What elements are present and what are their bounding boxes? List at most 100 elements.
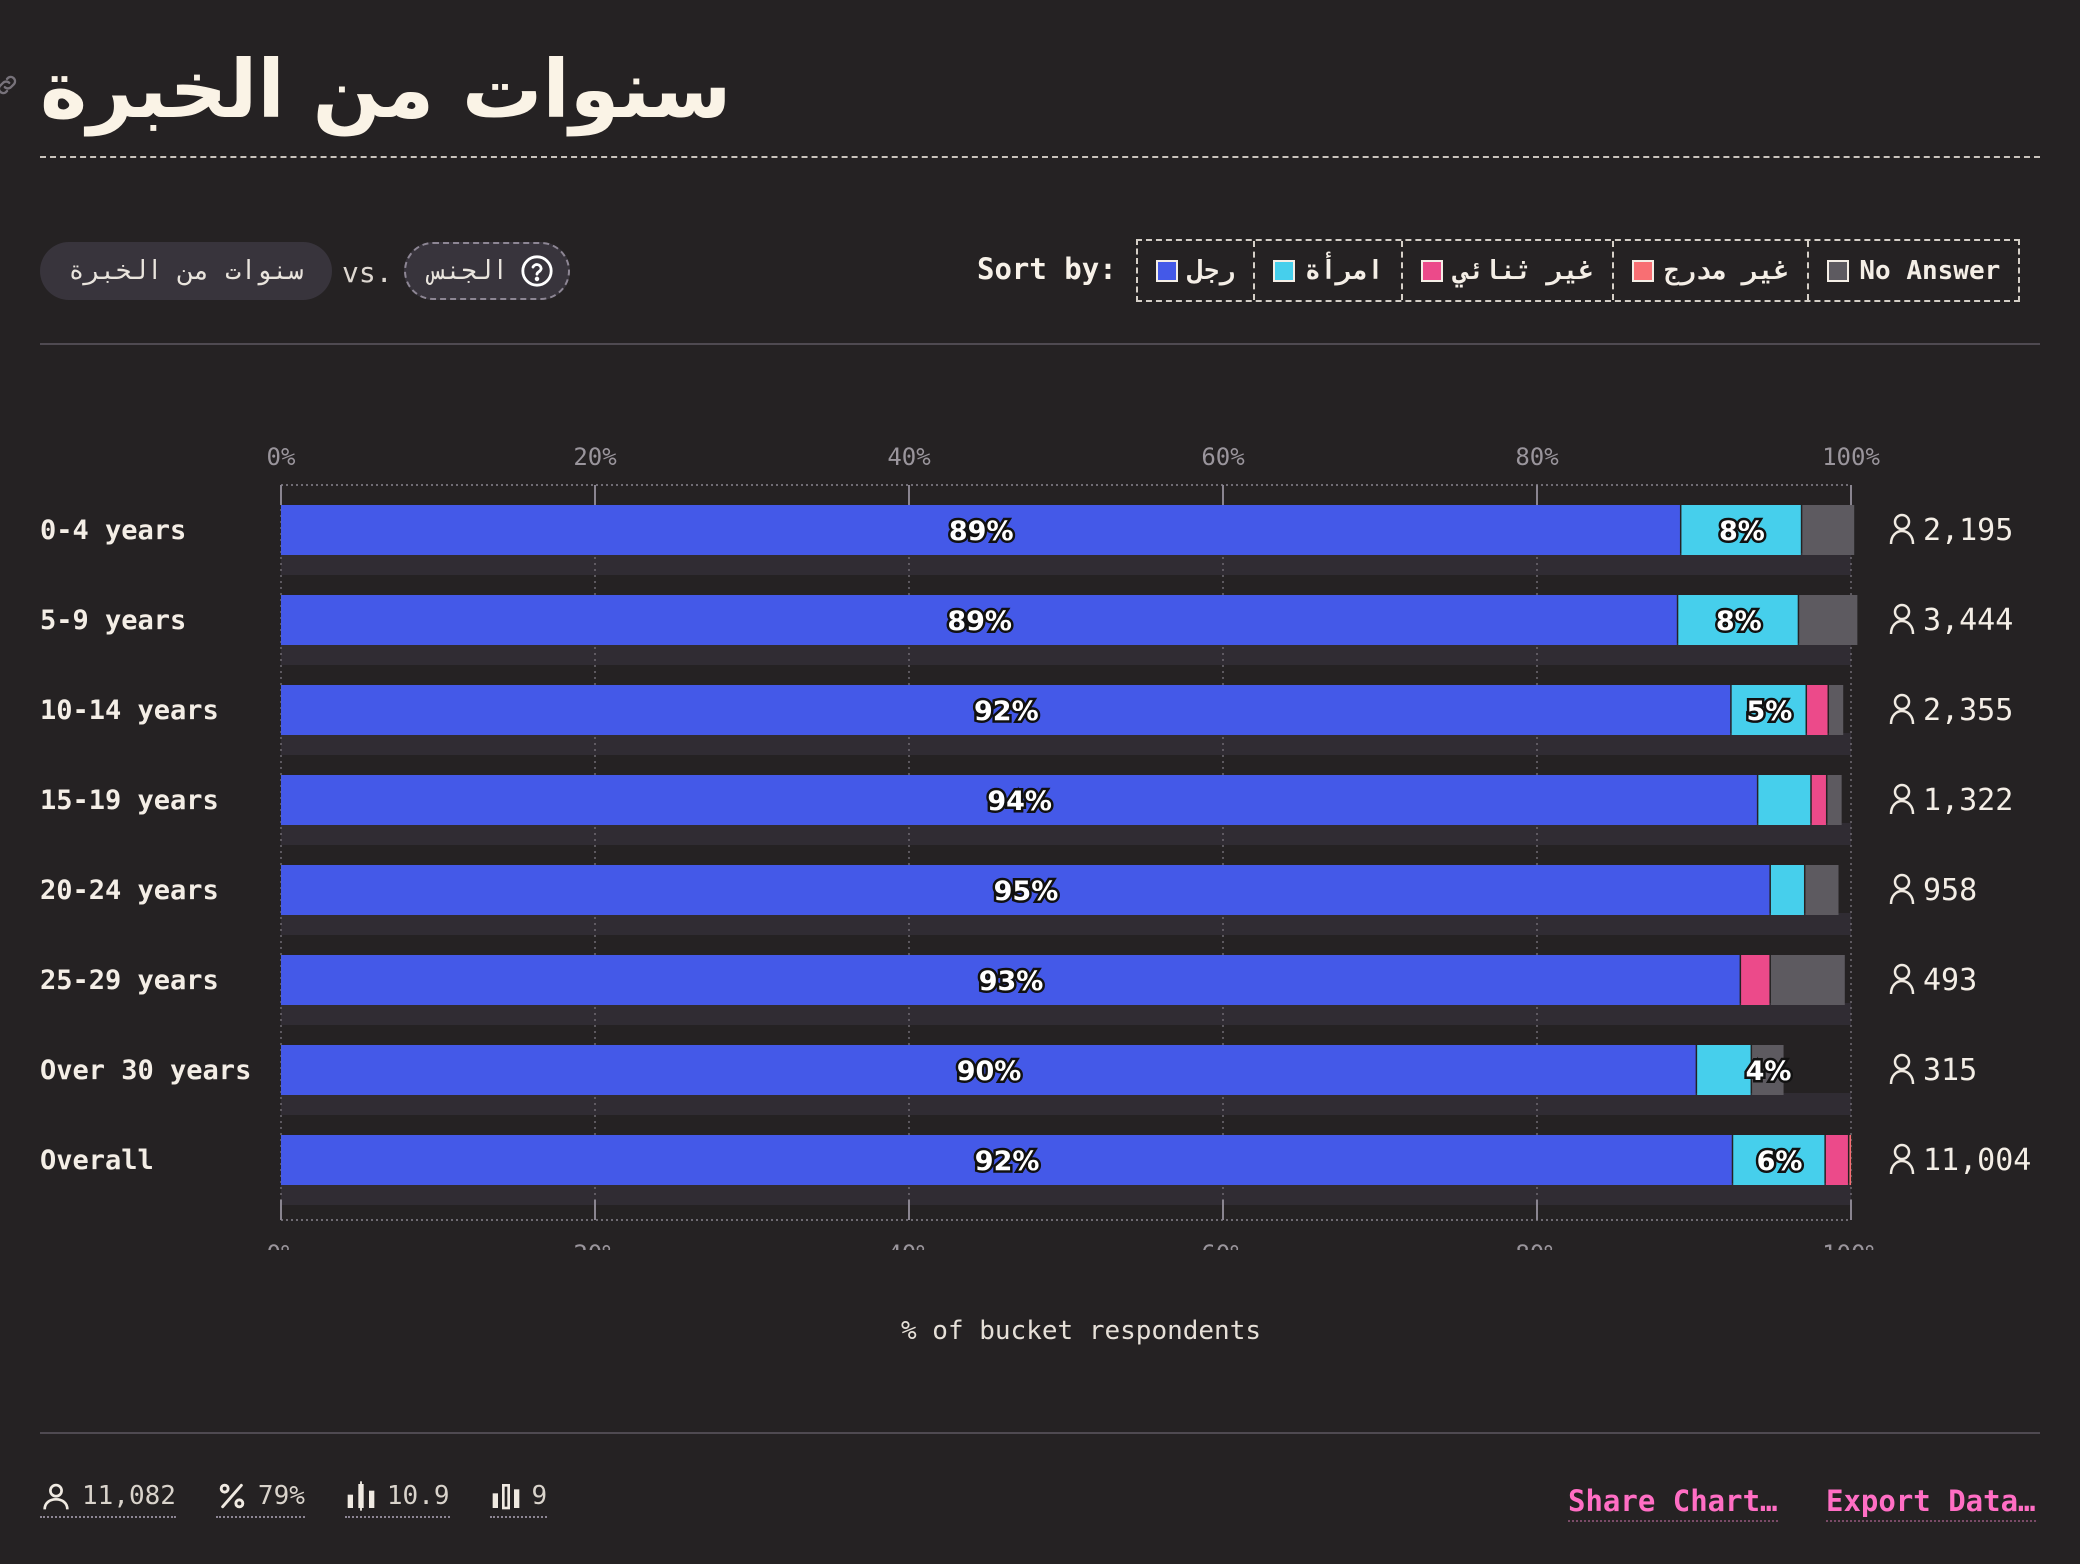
x-tick-label-top: 60% bbox=[1201, 443, 1245, 471]
stat-average[interactable]: 10.9 bbox=[344, 1480, 450, 1518]
person-icon bbox=[43, 1483, 69, 1510]
bar-segment bbox=[281, 1045, 1696, 1095]
x-tick-label-bottom: 100% bbox=[1822, 1240, 1880, 1250]
stat-value: 11,082 bbox=[82, 1481, 176, 1511]
column-field-label: الجنس bbox=[429, 256, 508, 286]
row-band bbox=[281, 733, 1851, 755]
export-data-link[interactable]: Export Data… bbox=[1826, 1484, 2036, 1522]
bar-segment bbox=[281, 505, 1680, 555]
person-icon bbox=[1893, 873, 1911, 891]
x-tick-label-bottom: 20% bbox=[573, 1240, 617, 1250]
category-label: Over 30 years bbox=[40, 1055, 251, 1086]
legend-label: No Answer bbox=[1859, 255, 2001, 286]
x-axis-title: % of bucket respondents bbox=[900, 1316, 1262, 1346]
data-label: 90% bbox=[957, 1056, 1022, 1087]
stat-count[interactable]: 9 bbox=[489, 1480, 548, 1518]
bar-segment bbox=[281, 865, 1770, 915]
stat-value: 79% bbox=[257, 1481, 305, 1511]
bar-segment bbox=[1758, 775, 1811, 825]
candlestick-icon bbox=[347, 1481, 375, 1511]
row-band bbox=[281, 823, 1851, 845]
row-band bbox=[281, 1183, 1851, 1205]
respondent-count: 1,322 bbox=[1923, 783, 2013, 818]
footer-divider bbox=[40, 1432, 2040, 1434]
link-icon[interactable] bbox=[0, 72, 20, 98]
bar-segment bbox=[1802, 505, 1855, 555]
person-icon bbox=[1893, 963, 1911, 981]
sort-option-no-answer[interactable]: No Answer bbox=[1809, 241, 2018, 300]
column-field-selector[interactable]: الجنس bbox=[404, 242, 570, 300]
person-icon bbox=[1893, 513, 1911, 531]
category-label: 10-14 years bbox=[40, 695, 219, 726]
bar-chart-icon bbox=[492, 1484, 519, 1510]
sort-option-nonbinary[interactable]: غير ثنائي bbox=[1403, 241, 1615, 300]
bar-segment bbox=[1811, 775, 1826, 825]
footer-stats: 11,082 79% 10.9 9 bbox=[40, 1480, 548, 1518]
controls-divider bbox=[40, 343, 2040, 345]
data-label: 92% bbox=[975, 1146, 1040, 1177]
sort-by-label: Sort by: bbox=[977, 252, 1117, 286]
bar-segment bbox=[1770, 865, 1804, 915]
bar-segment bbox=[281, 1135, 1732, 1185]
data-label: 8% bbox=[1716, 606, 1762, 637]
legend-swatch bbox=[1632, 259, 1655, 282]
title-divider bbox=[40, 156, 2040, 158]
person-icon bbox=[1893, 1053, 1911, 1071]
x-tick-label-top: 0% bbox=[267, 443, 296, 471]
row-band bbox=[281, 553, 1851, 575]
x-tick-label-top: 100% bbox=[1822, 443, 1880, 471]
sort-legend: رجل امرأة غير ثنائي غير مدرج No Answer bbox=[1136, 239, 2021, 302]
x-tick-label-top: 20% bbox=[573, 443, 617, 471]
data-label: 5% bbox=[1746, 696, 1792, 727]
row-field-selector[interactable]: سنوات من الخبرة bbox=[40, 242, 332, 300]
person-icon bbox=[1893, 1143, 1911, 1161]
data-label: 8% bbox=[1719, 516, 1765, 547]
sort-option-not-listed[interactable]: غير مدرج bbox=[1614, 241, 1810, 300]
category-label: Overall bbox=[40, 1145, 154, 1176]
person-icon bbox=[1889, 619, 1915, 635]
bar-segment bbox=[1741, 955, 1770, 1005]
bar-segment bbox=[1799, 595, 1858, 645]
row-band bbox=[281, 1093, 1851, 1115]
respondent-count: 11,004 bbox=[1923, 1143, 2031, 1178]
bar-segment bbox=[281, 955, 1740, 1005]
legend-label: غير ثنائي bbox=[1453, 255, 1595, 286]
sort-option-woman[interactable]: امرأة bbox=[1255, 241, 1404, 300]
category-label: 5-9 years bbox=[40, 605, 186, 636]
data-label: 93% bbox=[979, 966, 1044, 997]
share-chart-link[interactable]: Share Chart… bbox=[1568, 1484, 1778, 1522]
row-band bbox=[281, 913, 1851, 935]
respondent-count: 2,195 bbox=[1923, 513, 2013, 548]
data-label: 89% bbox=[947, 606, 1012, 637]
person-icon bbox=[1889, 1069, 1915, 1085]
percent-icon bbox=[219, 1483, 245, 1509]
sort-option-man[interactable]: رجل bbox=[1138, 241, 1255, 300]
stat-respondents[interactable]: 11,082 bbox=[40, 1480, 176, 1518]
stat-percent[interactable]: 79% bbox=[215, 1480, 305, 1518]
legend-swatch bbox=[1421, 259, 1444, 282]
stat-value: 9 bbox=[531, 1481, 548, 1511]
legend-swatch bbox=[1827, 259, 1850, 282]
person-icon bbox=[1889, 709, 1915, 725]
x-tick-label-bottom: 60% bbox=[1201, 1240, 1245, 1250]
respondent-count: 958 bbox=[1923, 873, 1977, 908]
bar-segment bbox=[1827, 775, 1842, 825]
bar-segment bbox=[1681, 505, 1801, 555]
page-title: سنوات من الخبرة bbox=[40, 43, 732, 136]
row-band bbox=[281, 643, 1851, 665]
help-circle-icon[interactable] bbox=[520, 254, 554, 288]
category-label: 15-19 years bbox=[40, 785, 219, 816]
x-tick-label-top: 40% bbox=[887, 443, 931, 471]
person-icon bbox=[1893, 603, 1911, 621]
bar-segment bbox=[281, 685, 1731, 735]
person-icon bbox=[1889, 979, 1915, 995]
legend-label: غير مدرج bbox=[1664, 255, 1790, 286]
data-label: 92% bbox=[974, 696, 1039, 727]
category-label: 0-4 years bbox=[40, 515, 186, 546]
legend-swatch bbox=[1156, 259, 1178, 282]
category-label: 20-24 years bbox=[40, 875, 219, 906]
bar-segment bbox=[1733, 1135, 1825, 1185]
data-label: 4% bbox=[1746, 1056, 1792, 1087]
bar-segment bbox=[1752, 1045, 1784, 1095]
bar-segment bbox=[1849, 1135, 1852, 1185]
